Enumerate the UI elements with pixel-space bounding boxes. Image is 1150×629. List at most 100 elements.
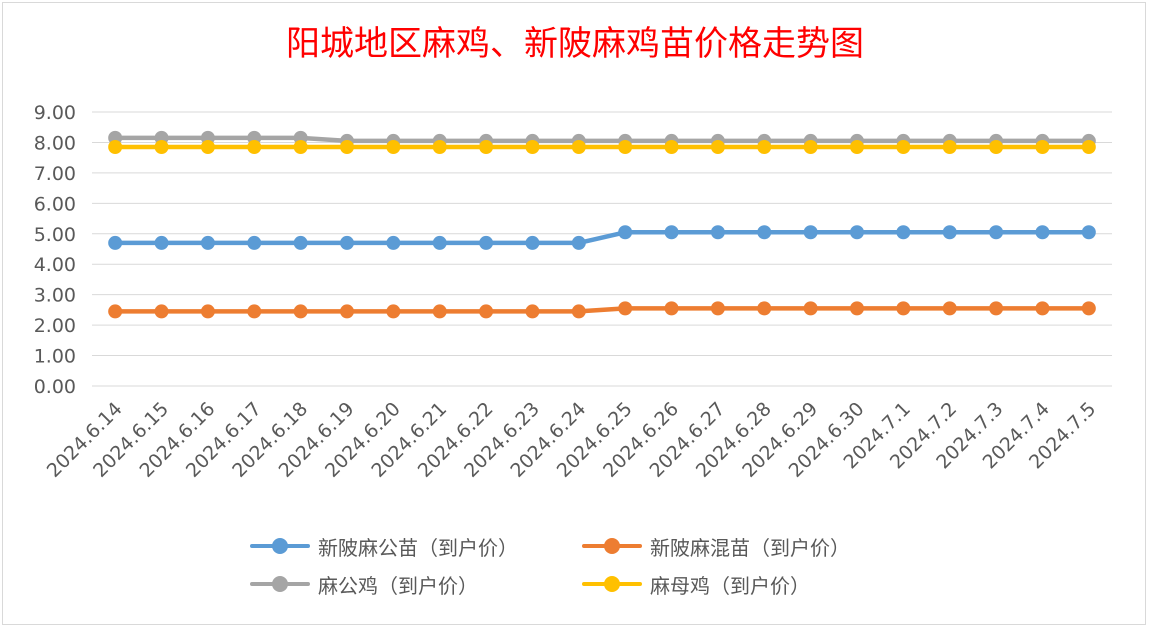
- data-point: [664, 301, 679, 316]
- data-point: [108, 235, 123, 250]
- data-point: [432, 235, 447, 250]
- data-point: [386, 304, 401, 319]
- data-point: [942, 140, 957, 155]
- data-point: [896, 301, 911, 316]
- data-point: [479, 304, 494, 319]
- data-point: [340, 140, 354, 155]
- data-point: [989, 140, 1004, 155]
- legend-swatch-2: [582, 530, 642, 562]
- data-point: [1035, 225, 1050, 240]
- data-point: [525, 235, 540, 250]
- data-point: [479, 235, 494, 250]
- data-point: [386, 140, 401, 155]
- data-point: [1081, 140, 1096, 155]
- legend-item-series-1[interactable]: 新陂麻公苗（到户价）: [250, 530, 518, 562]
- y-tick-label: 1.00: [34, 346, 76, 368]
- legend-label-4: 麻母鸡（到户价）: [650, 573, 810, 598]
- legend-swatch-3: [250, 568, 310, 600]
- data-point: [247, 304, 262, 319]
- series-1: [108, 225, 1096, 250]
- series-line-1: [112, 230, 1092, 246]
- data-point: [479, 140, 494, 155]
- data-point: [432, 304, 447, 319]
- data-point: [850, 301, 864, 316]
- data-point: [432, 140, 447, 155]
- data-point: [989, 225, 1004, 240]
- legend: 新陂麻公苗（到户价） 新陂麻混苗（到户价） 麻公鸡（到户价） 麻母鸡（到户价）: [250, 530, 950, 610]
- legend-item-series-2[interactable]: 新陂麻混苗（到户价）: [582, 530, 850, 562]
- data-point: [942, 301, 957, 316]
- data-point: [247, 140, 262, 155]
- data-point: [154, 140, 169, 155]
- chart-title: 阳城地区麻鸡、新陂麻鸡苗价格走势图: [286, 24, 864, 64]
- data-point: [525, 304, 540, 319]
- data-point: [571, 304, 586, 319]
- series-line-2: [112, 306, 1092, 314]
- data-point: [618, 140, 633, 155]
- legend-label-3: 麻公鸡（到户价）: [318, 573, 478, 598]
- data-point: [896, 140, 911, 155]
- data-point: [571, 235, 586, 250]
- data-point: [850, 140, 864, 155]
- y-tick-label: 9.00: [34, 102, 76, 124]
- data-point: [200, 235, 215, 250]
- data-point: [1035, 301, 1050, 316]
- y-tick-label: 3.00: [34, 285, 76, 307]
- y-tick-label: 2.00: [34, 315, 76, 337]
- data-point: [571, 140, 586, 155]
- data-point: [757, 301, 772, 316]
- legend-swatch-1: [250, 530, 310, 562]
- y-axis-tick-labels: 0.00 1.00 2.00 3.00 4.00 5.00 6.00 7.00 8.00 9.00: [34, 102, 76, 398]
- legend-label-2: 新陂麻混苗（到户价）: [650, 535, 850, 560]
- data-point: [340, 235, 354, 250]
- data-point: [942, 225, 957, 240]
- data-point: [108, 304, 123, 319]
- x-axis-tick-labels: 2024.6.142024.6.152024.6.162024.6.172024…: [43, 398, 1101, 482]
- data-point: [293, 235, 308, 250]
- data-point: [618, 301, 633, 316]
- legend-swatch-4: [582, 568, 642, 600]
- y-tick-label: 0.00: [34, 376, 76, 398]
- data-point: [293, 304, 308, 319]
- data-point: [200, 140, 215, 155]
- data-point: [896, 225, 911, 240]
- y-tick-label: 6.00: [34, 193, 76, 215]
- data-point: [803, 225, 818, 240]
- data-point: [664, 225, 679, 240]
- data-point: [757, 140, 772, 155]
- series-4: [108, 140, 1096, 155]
- data-point: [710, 225, 725, 240]
- gridlines: [92, 111, 1112, 387]
- y-tick-label: 5.00: [34, 224, 76, 246]
- data-point: [340, 304, 354, 319]
- series-2: [108, 301, 1096, 319]
- data-point: [989, 301, 1004, 316]
- data-point: [664, 140, 679, 155]
- data-point: [710, 140, 725, 155]
- y-tick-label: 7.00: [34, 163, 76, 185]
- data-point: [1081, 225, 1096, 240]
- data-point: [757, 225, 772, 240]
- y-tick-label: 4.00: [34, 254, 76, 276]
- data-point: [154, 235, 169, 250]
- series-lines: [108, 130, 1096, 319]
- data-point: [618, 225, 633, 240]
- data-point: [154, 304, 169, 319]
- data-point: [247, 235, 262, 250]
- data-point: [710, 301, 725, 316]
- data-point: [386, 235, 401, 250]
- data-point: [108, 140, 123, 155]
- y-tick-label: 8.00: [34, 132, 76, 154]
- legend-label-1: 新陂麻公苗（到户价）: [318, 535, 518, 560]
- data-point: [850, 225, 864, 240]
- legend-item-series-3[interactable]: 麻公鸡（到户价）: [250, 568, 478, 600]
- data-point: [803, 301, 818, 316]
- data-point: [293, 140, 308, 155]
- data-point: [200, 304, 215, 319]
- data-point: [1035, 140, 1050, 155]
- legend-item-series-4[interactable]: 麻母鸡（到户价）: [582, 568, 810, 600]
- data-point: [525, 140, 540, 155]
- data-point: [803, 140, 818, 155]
- data-point: [1081, 301, 1096, 316]
